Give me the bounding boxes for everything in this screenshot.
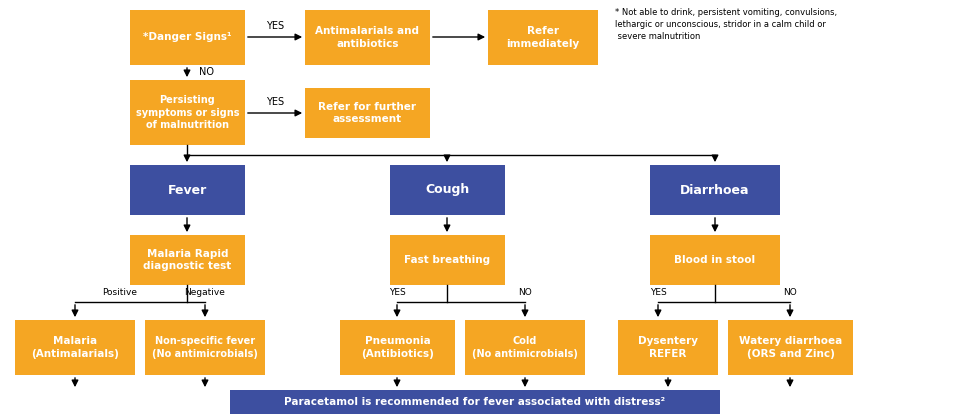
Text: NO: NO	[517, 288, 531, 297]
FancyBboxPatch shape	[617, 320, 717, 375]
Text: Malaria
(Antimalarials): Malaria (Antimalarials)	[31, 336, 119, 359]
Text: Pneumonia
(Antibiotics): Pneumonia (Antibiotics)	[360, 336, 433, 359]
Text: YES: YES	[266, 21, 284, 31]
Text: Refer for further
assessment: Refer for further assessment	[318, 102, 416, 124]
Text: Persisting
symptoms or signs
of malnutrition: Persisting symptoms or signs of malnutri…	[136, 95, 239, 130]
Text: Fever: Fever	[168, 183, 207, 196]
FancyBboxPatch shape	[304, 88, 429, 138]
FancyBboxPatch shape	[487, 10, 597, 65]
Text: YES: YES	[649, 288, 666, 297]
FancyBboxPatch shape	[130, 10, 245, 65]
Text: YES: YES	[266, 97, 284, 107]
Text: Dysentery
REFER: Dysentery REFER	[638, 336, 698, 359]
FancyBboxPatch shape	[464, 320, 584, 375]
FancyBboxPatch shape	[390, 165, 505, 215]
Text: Refer
immediately: Refer immediately	[506, 26, 579, 49]
FancyBboxPatch shape	[649, 235, 779, 285]
FancyBboxPatch shape	[15, 320, 135, 375]
Text: Cough: Cough	[425, 183, 469, 196]
Text: *Danger Signs¹: *Danger Signs¹	[143, 32, 232, 42]
Text: NO: NO	[199, 67, 214, 77]
Text: Fast breathing: Fast breathing	[404, 255, 490, 265]
Text: NO: NO	[782, 288, 797, 297]
Text: Paracetamol is recommended for fever associated with distress²: Paracetamol is recommended for fever ass…	[284, 397, 665, 407]
Text: YES: YES	[389, 288, 405, 297]
FancyBboxPatch shape	[130, 235, 245, 285]
Text: Watery diarrhoea
(ORS and Zinc): Watery diarrhoea (ORS and Zinc)	[738, 336, 841, 359]
FancyBboxPatch shape	[728, 320, 852, 375]
FancyBboxPatch shape	[304, 10, 429, 65]
Text: Negative: Negative	[184, 288, 225, 297]
Text: Antimalarials and
antibiotics: Antimalarials and antibiotics	[315, 26, 419, 49]
FancyBboxPatch shape	[144, 320, 265, 375]
FancyBboxPatch shape	[230, 390, 719, 414]
Text: Non-specific fever
(No antimicrobials): Non-specific fever (No antimicrobials)	[152, 336, 258, 359]
FancyBboxPatch shape	[340, 320, 454, 375]
Text: Cold
(No antimicrobials): Cold (No antimicrobials)	[472, 336, 578, 359]
FancyBboxPatch shape	[390, 235, 505, 285]
FancyBboxPatch shape	[130, 165, 245, 215]
Text: * Not able to drink, persistent vomiting, convulsions,
lethargic or unconscious,: * Not able to drink, persistent vomiting…	[614, 8, 836, 41]
Text: Blood in stool: Blood in stool	[673, 255, 755, 265]
Text: Diarrhoea: Diarrhoea	[679, 183, 749, 196]
Text: Malaria Rapid
diagnostic test: Malaria Rapid diagnostic test	[143, 249, 232, 271]
FancyBboxPatch shape	[130, 80, 245, 145]
Text: Positive: Positive	[103, 288, 138, 297]
FancyBboxPatch shape	[649, 165, 779, 215]
